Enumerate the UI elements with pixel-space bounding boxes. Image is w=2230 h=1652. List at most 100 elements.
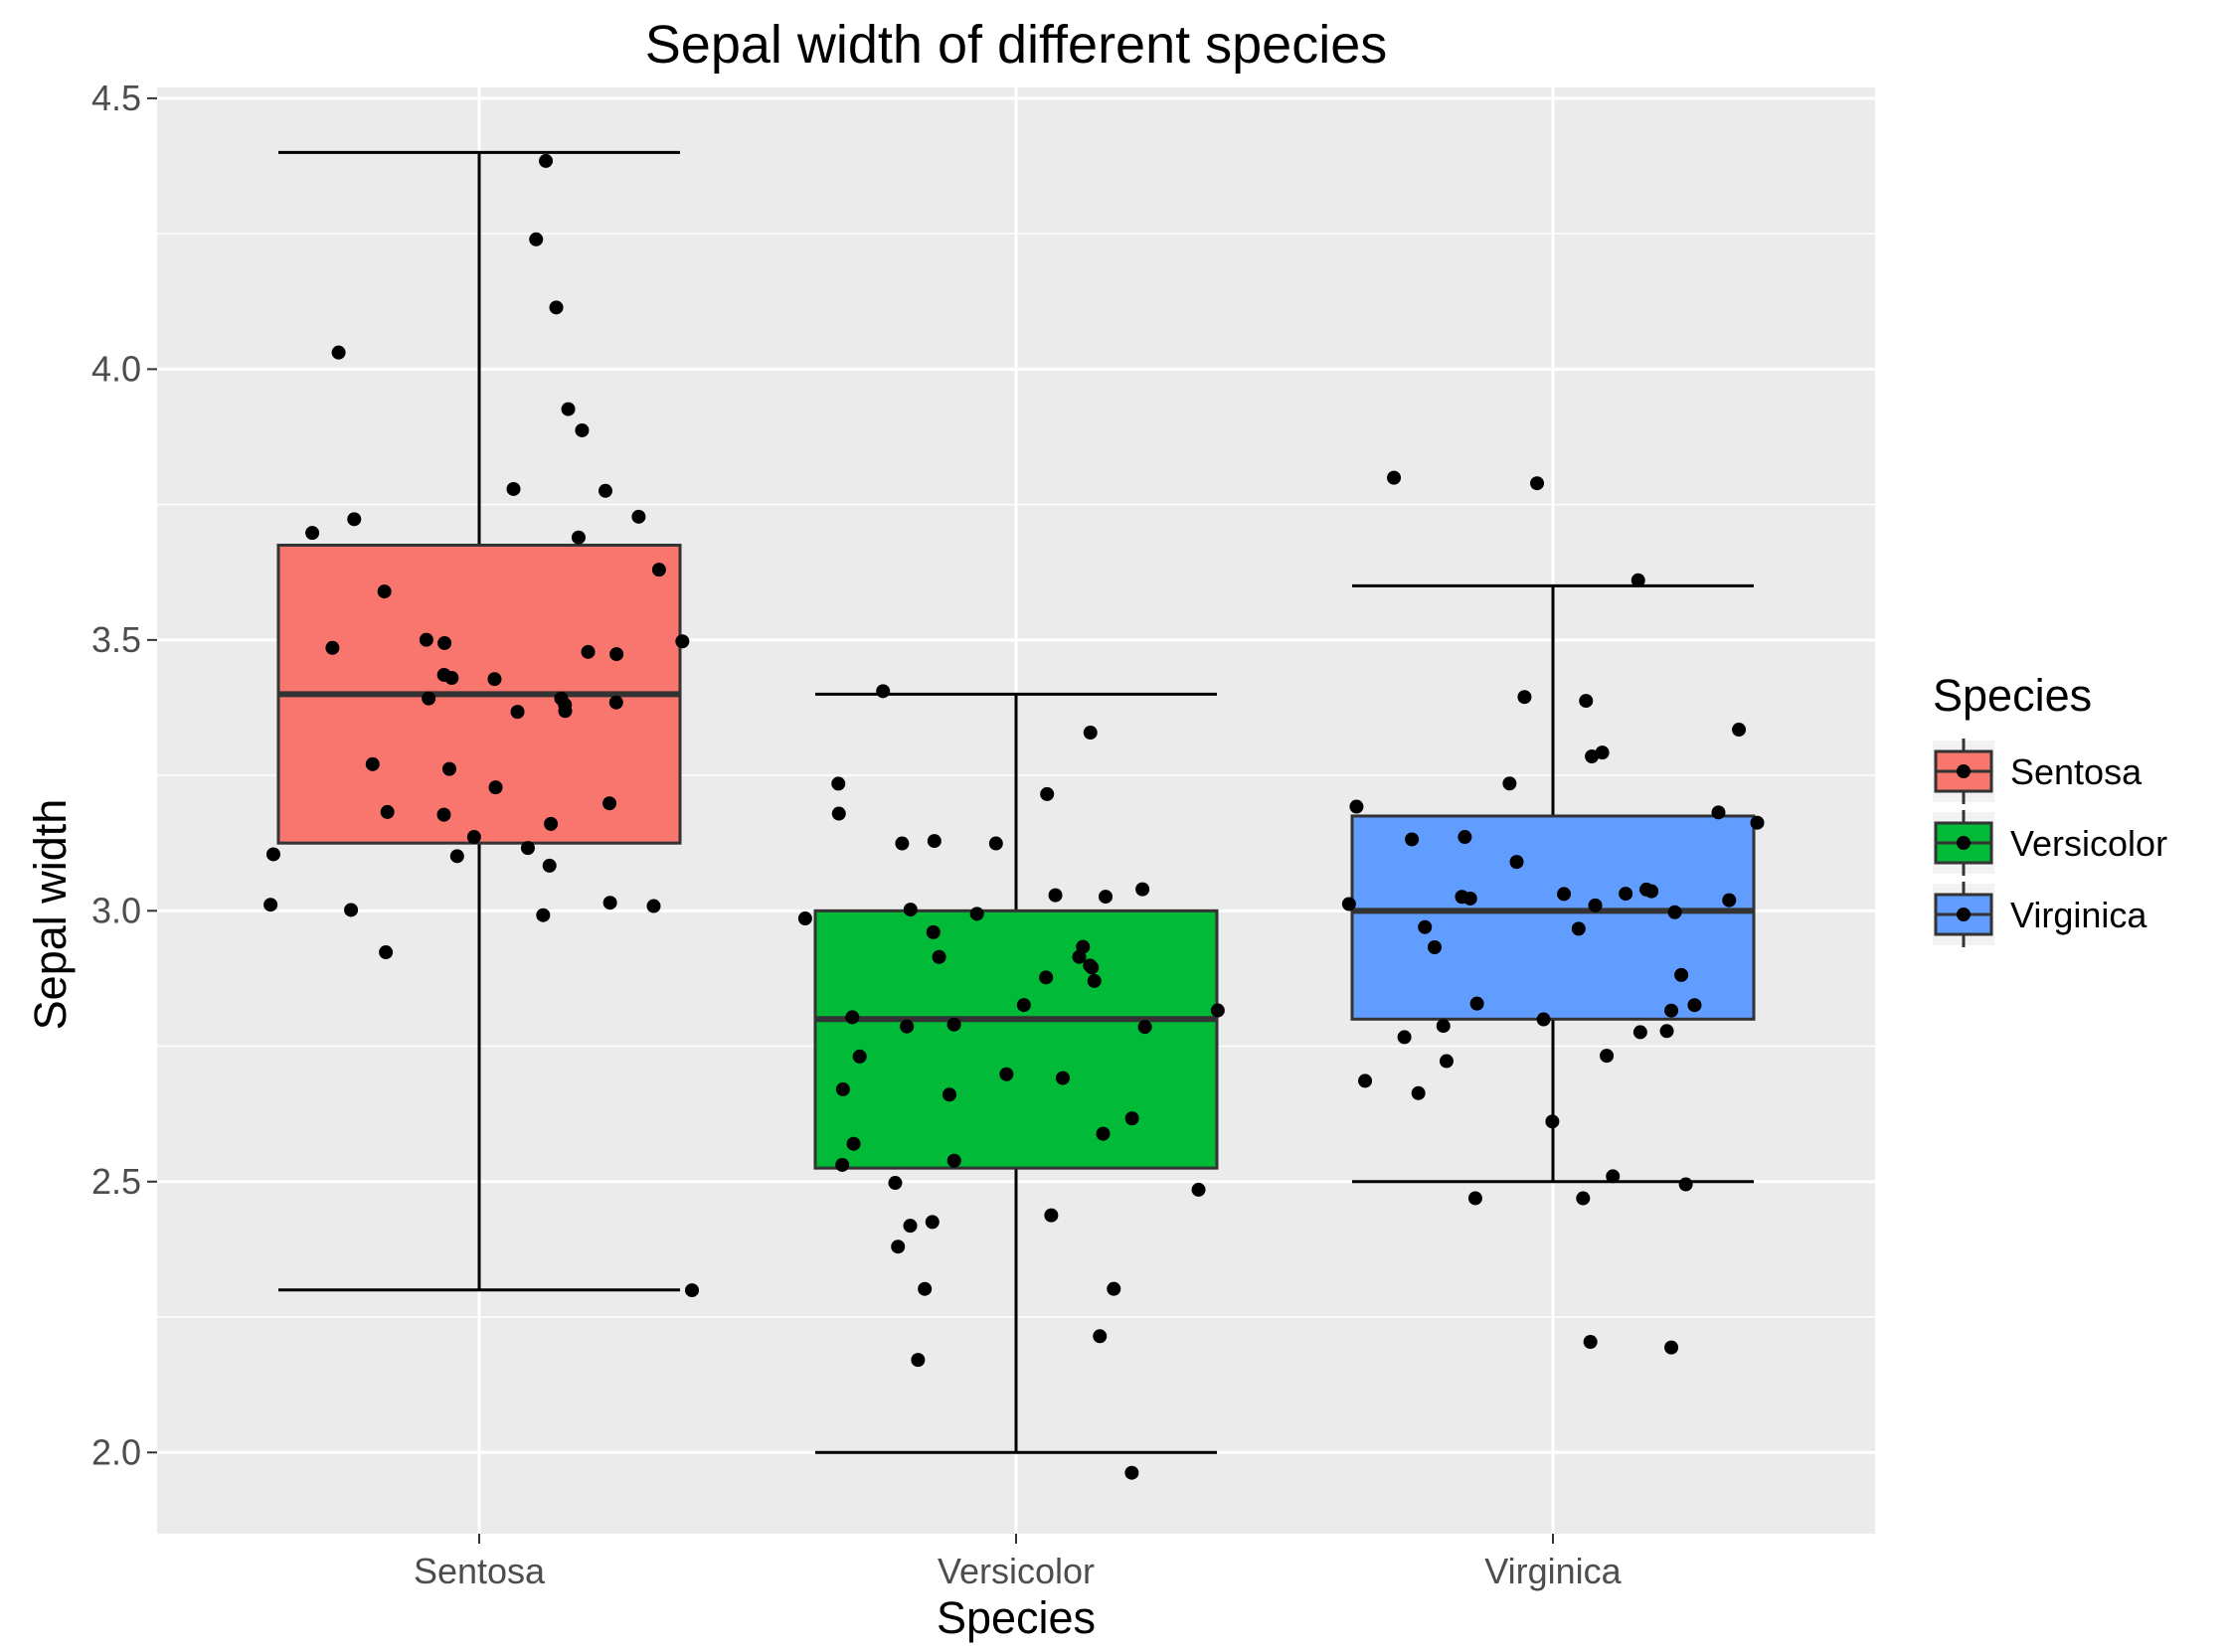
legend-label: Sentosa — [2010, 751, 2143, 792]
data-point — [831, 776, 846, 791]
data-point — [1722, 893, 1737, 908]
data-point — [1458, 830, 1472, 845]
data-point — [1557, 887, 1572, 902]
data-point — [506, 481, 521, 496]
data-point — [946, 1017, 961, 1032]
data-point — [1076, 939, 1091, 954]
data-point — [1124, 1465, 1139, 1480]
data-point — [1436, 1019, 1451, 1034]
data-point — [549, 300, 564, 315]
data-point — [609, 647, 624, 662]
data-point — [1405, 832, 1420, 847]
data-point — [1664, 1003, 1679, 1018]
box-sentosa — [276, 150, 682, 1292]
data-point — [852, 1049, 867, 1064]
legend-item-versicolor: Versicolor — [1933, 810, 2167, 876]
data-point — [646, 899, 661, 913]
data-point — [581, 644, 596, 659]
data-point — [845, 1010, 860, 1025]
data-point — [1427, 939, 1442, 954]
data-point — [325, 640, 340, 655]
data-point — [946, 1153, 961, 1168]
data-point — [422, 691, 436, 706]
data-point — [926, 924, 941, 939]
data-point — [1579, 694, 1594, 709]
data-point — [1083, 726, 1098, 741]
data-point — [1087, 973, 1102, 988]
data-point — [895, 836, 910, 851]
data-point — [891, 1239, 906, 1254]
data-point — [918, 1281, 933, 1296]
data-point — [436, 667, 451, 682]
data-point — [437, 635, 452, 650]
data-point — [571, 530, 586, 545]
y-tick-label: 3.5 — [91, 619, 141, 660]
x-tick-label: Sentosa — [414, 1551, 546, 1591]
data-point — [846, 1136, 861, 1151]
data-point — [1659, 1024, 1674, 1039]
data-point — [539, 153, 554, 168]
data-point — [488, 780, 503, 795]
data-point — [675, 634, 690, 649]
data-point — [1588, 898, 1603, 912]
data-point — [1545, 1114, 1560, 1129]
data-point — [1750, 815, 1765, 830]
data-point — [1210, 1003, 1225, 1018]
data-point — [520, 841, 535, 856]
y-tick-label: 4.0 — [91, 348, 141, 389]
box-versicolor — [813, 692, 1219, 1454]
data-point — [1016, 998, 1031, 1013]
data-point — [1583, 1334, 1598, 1349]
data-point — [1349, 799, 1364, 814]
box-virginica — [1350, 583, 1756, 1184]
data-point — [1093, 1329, 1108, 1344]
data-point — [1099, 890, 1114, 905]
data-point — [876, 684, 891, 699]
data-point — [536, 908, 551, 922]
data-point — [1455, 890, 1469, 905]
data-point — [1667, 905, 1682, 919]
data-point — [1467, 1191, 1482, 1206]
data-point — [380, 804, 395, 819]
data-point — [542, 858, 557, 873]
data-point — [911, 1353, 926, 1368]
data-point — [436, 807, 451, 822]
chart-title: Sepal width of different species — [645, 15, 1387, 75]
data-point — [1135, 882, 1150, 897]
data-point — [831, 806, 846, 821]
data-point — [631, 509, 646, 524]
data-point — [999, 1067, 1014, 1081]
data-point — [1469, 996, 1484, 1011]
x-tick-label: Versicolor — [938, 1551, 1095, 1591]
legend-key-point — [1957, 764, 1971, 778]
data-point — [888, 1176, 903, 1191]
data-point — [1576, 1191, 1591, 1206]
data-point — [1191, 1182, 1206, 1197]
y-tick-label: 2.5 — [91, 1161, 141, 1202]
data-point — [1644, 884, 1659, 899]
data-point — [835, 1157, 850, 1172]
data-point — [797, 911, 812, 926]
data-point — [1085, 960, 1100, 975]
legend-key-point — [1957, 908, 1971, 921]
data-point — [598, 483, 612, 498]
data-point — [1664, 1340, 1679, 1355]
data-point — [1044, 1208, 1059, 1223]
data-point — [1341, 897, 1356, 911]
data-point — [466, 830, 481, 845]
data-point — [377, 584, 392, 599]
data-point — [685, 1283, 700, 1298]
data-point — [1107, 1281, 1121, 1296]
data-point — [1397, 1030, 1412, 1045]
data-point — [1039, 970, 1054, 985]
data-point — [1411, 1085, 1426, 1100]
data-point — [1571, 921, 1586, 936]
legend-key-point — [1957, 836, 1971, 850]
data-point — [1048, 888, 1063, 903]
data-point — [1630, 573, 1645, 587]
data-point — [1517, 690, 1532, 705]
data-point — [602, 796, 617, 811]
data-point — [529, 232, 544, 247]
data-point — [544, 816, 559, 831]
